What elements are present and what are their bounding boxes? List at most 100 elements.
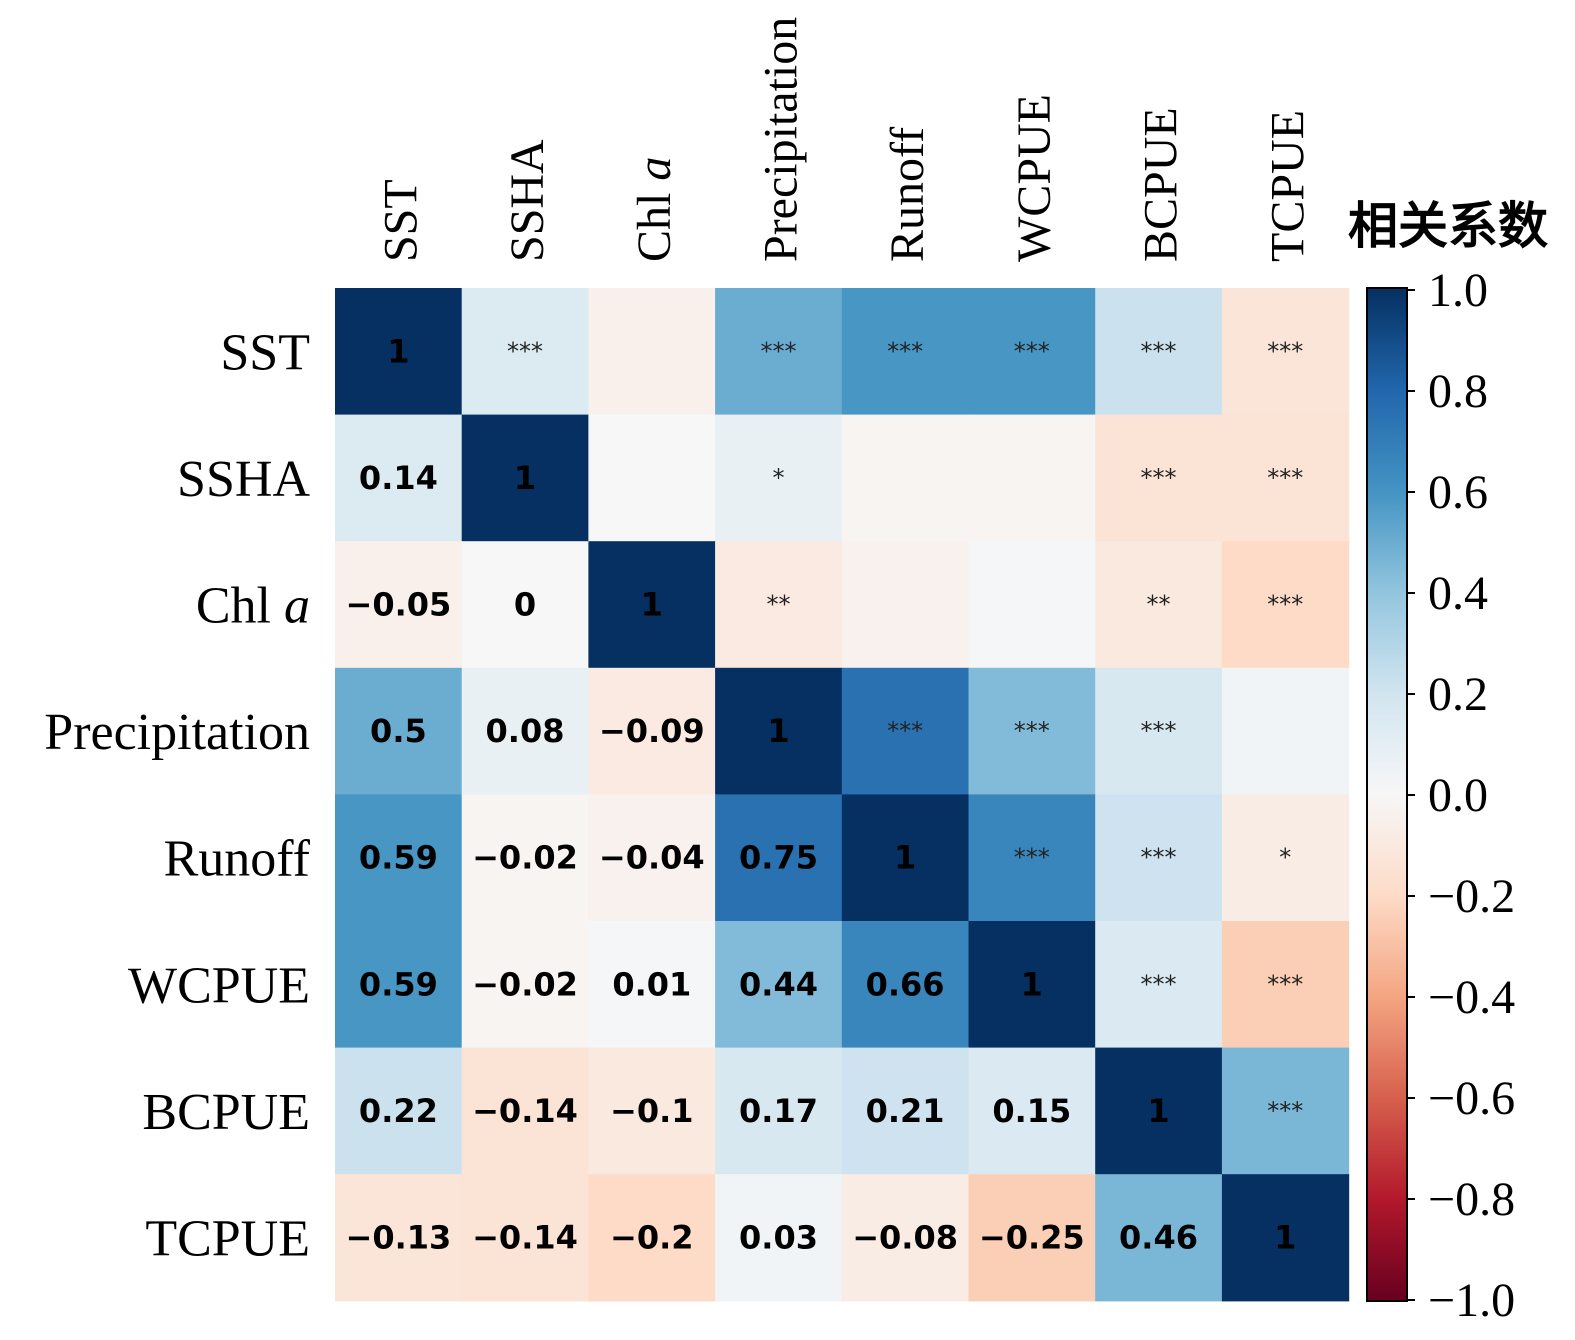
cell-value-5-0: 0.59	[359, 965, 438, 1003]
cell-2-0	[335, 541, 463, 669]
colorbar-tick-label-1: 0.8	[1428, 365, 1488, 418]
cell-1-4	[841, 414, 970, 542]
column-label-1: SSHA	[501, 139, 554, 262]
significance-mark-2-3: **	[767, 591, 791, 619]
cell-7-7	[1221, 1174, 1350, 1302]
cell-value-4-2: −0.04	[599, 839, 705, 877]
cell-1-6	[1095, 414, 1223, 542]
colorbar-tick-label-8: −0.6	[1428, 1072, 1515, 1125]
cell-5-6	[1095, 921, 1223, 1049]
cell-value-2-2: 1	[641, 586, 663, 624]
cell-5-1	[461, 921, 589, 1049]
cell-4-4	[841, 794, 970, 922]
significance-mark-4-6: ***	[1141, 844, 1177, 872]
cell-7-2	[588, 1174, 716, 1302]
significance-mark-5-7: ***	[1267, 970, 1303, 998]
cell-7-1	[461, 1174, 589, 1302]
column-label-3: Precipitation	[755, 17, 808, 262]
cell-3-3	[715, 667, 843, 795]
colorbar-tick-label-3: 0.4	[1428, 567, 1488, 620]
significance-mark-2-6: **	[1147, 591, 1171, 619]
significance-mark-0-4: ***	[887, 337, 923, 365]
cell-value-7-3: 0.03	[739, 1219, 818, 1257]
row-label-6: BCPUE	[142, 1084, 310, 1141]
significance-mark-0-1: ***	[507, 337, 543, 365]
cell-5-7	[1221, 921, 1350, 1049]
cell-0-3	[715, 288, 843, 416]
cell-2-6	[1095, 541, 1223, 669]
cell-0-2	[588, 288, 716, 416]
row-label-5: WCPUE	[128, 957, 310, 1014]
cell-value-3-1: 0.08	[486, 712, 565, 750]
cell-2-2	[588, 541, 716, 669]
cell-value-2-1: 0	[514, 586, 536, 624]
cell-5-0	[335, 921, 463, 1049]
cell-value-5-3: 0.44	[739, 965, 818, 1003]
row-labels: SST SSHA Chl a Precipitation Runoff WCPUE BCPU…	[44, 324, 310, 1267]
significance-mark-2-7: ***	[1267, 591, 1303, 619]
row-label-7: TCPUE	[145, 1211, 310, 1268]
cell-value-6-1: −0.14	[472, 1092, 578, 1130]
significance-mark-1-7: ***	[1267, 464, 1303, 492]
colorbar-tick-label-2: 0.6	[1428, 466, 1488, 519]
cell-5-3	[715, 921, 843, 1049]
cell-6-4	[841, 1047, 970, 1175]
colorbar-tick-label-6: −0.2	[1428, 870, 1515, 923]
cell-6-0	[335, 1047, 463, 1175]
cell-6-3	[715, 1047, 843, 1175]
cell-2-5	[968, 541, 1096, 669]
cell-1-5	[968, 414, 1096, 542]
cell-3-4	[841, 667, 970, 795]
colorbar-title: 相关系数	[1348, 197, 1548, 255]
cell-4-3	[715, 794, 843, 922]
cell-2-4	[841, 541, 970, 669]
cell-2-1	[461, 541, 589, 669]
cell-value-6-0: 0.22	[359, 1092, 438, 1130]
cell-value-6-5: 0.15	[992, 1092, 1071, 1130]
significance-mark-3-6: ***	[1141, 717, 1177, 745]
cell-value-3-0: 0.5	[370, 712, 427, 750]
significance-mark-0-5: ***	[1014, 337, 1050, 365]
significance-mark-1-6: ***	[1141, 464, 1177, 492]
colorbar-tick-label-9: −0.8	[1428, 1173, 1515, 1226]
column-label-5: WCPUE	[1008, 94, 1061, 262]
cell-6-7	[1221, 1047, 1350, 1175]
colorbar-tick-label-4: 0.2	[1428, 668, 1488, 721]
cell-value-4-1: −0.02	[472, 839, 578, 877]
colorbar-ticks: 1.0 0.8 0.6 0.4 0.2 0.0 −0.2 −0.4 −0.6 −0.8 −1.0	[1407, 264, 1515, 1327]
cell-7-0	[335, 1174, 463, 1302]
cell-value-4-0: 0.59	[359, 839, 438, 877]
cell-3-2	[588, 667, 716, 795]
cell-value-7-0: −0.13	[346, 1219, 452, 1257]
cell-value-7-4: −0.08	[852, 1219, 958, 1257]
significance-mark-3-5: ***	[1014, 717, 1050, 745]
cell-6-1	[461, 1047, 589, 1175]
column-label-2: Chl a	[628, 157, 681, 262]
significance-mark-0-6: ***	[1141, 337, 1177, 365]
cell-7-3	[715, 1174, 843, 1302]
cell-value-5-4: 0.66	[866, 965, 945, 1003]
cell-4-6	[1095, 794, 1223, 922]
cell-value-0-0: 1	[387, 332, 409, 370]
cell-value-5-5: 1	[1021, 965, 1043, 1003]
cell-value-7-5: −0.25	[979, 1219, 1085, 1257]
cell-value-6-3: 0.17	[739, 1092, 818, 1130]
cell-value-5-1: −0.02	[472, 965, 578, 1003]
cell-1-7	[1221, 414, 1350, 542]
significance-mark-6-7: ***	[1267, 1097, 1303, 1125]
row-label-0: SST	[220, 324, 310, 381]
cell-1-0	[335, 414, 463, 542]
colorbar-tick-label-0: 1.0	[1428, 264, 1488, 317]
significance-mark-0-7: ***	[1267, 337, 1303, 365]
cell-3-0	[335, 667, 463, 795]
cell-4-1	[461, 794, 589, 922]
colorbar-tick-label-5: 0.0	[1428, 769, 1488, 822]
colorbar-gradient	[1366, 287, 1408, 1302]
column-label-0: SST	[374, 179, 427, 262]
column-label-4: Runoff	[881, 127, 934, 262]
column-label-6: BCPUE	[1135, 107, 1188, 262]
cell-5-5	[968, 921, 1096, 1049]
cell-value-1-1: 1	[514, 459, 536, 497]
cell-6-6	[1095, 1047, 1223, 1175]
